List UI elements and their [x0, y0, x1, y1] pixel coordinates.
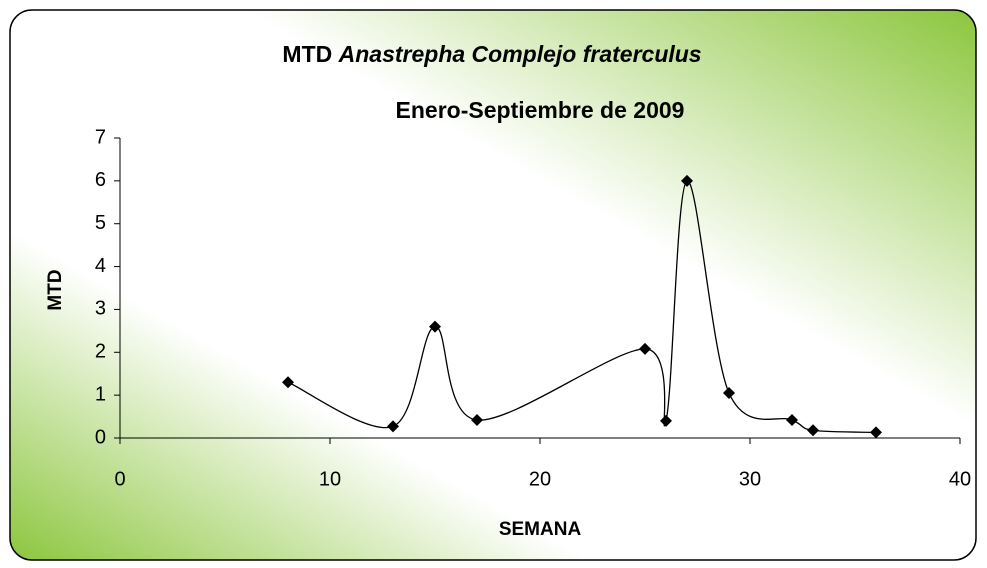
- y-tick-label: 3: [95, 298, 106, 320]
- x-axis-label: SEMANA: [499, 519, 582, 540]
- chart-background: [9, 9, 977, 561]
- point-marker: [282, 376, 294, 389]
- y-tick-label: 4: [95, 255, 106, 277]
- y-tick-label: 5: [95, 212, 106, 234]
- title-plain: MTD: [282, 41, 332, 67]
- x-tick-label: 40: [949, 468, 971, 490]
- x-tick-label: 20: [529, 468, 551, 490]
- point-marker: [786, 414, 798, 426]
- point-marker: [870, 426, 882, 439]
- point-marker: [723, 387, 735, 399]
- y-tick-label: 1: [95, 383, 106, 405]
- y-tick-label: 0: [95, 426, 106, 448]
- y-tick-label: 6: [95, 169, 106, 191]
- x-tick-label: 30: [739, 468, 761, 490]
- point-marker: [639, 342, 651, 355]
- point-marker: [807, 424, 819, 437]
- title-italic: Anastrepha Complejo fraterculus: [338, 41, 702, 67]
- point-marker: [660, 414, 672, 427]
- y-tick-label: 7: [95, 126, 106, 148]
- point-marker: [429, 320, 441, 333]
- x-tick-label: 0: [114, 468, 125, 490]
- x-tick-label: 10: [319, 468, 341, 490]
- y-tick-label: 2: [95, 341, 106, 363]
- point-marker: [681, 174, 693, 187]
- chart-subtitle: Enero-Septiembre de 2009: [396, 97, 685, 123]
- chart-title: MTD Anastrepha Complejo fraterculus: [282, 41, 701, 67]
- point-marker: [471, 414, 483, 426]
- point-marker: [387, 420, 399, 433]
- y-axis-label: MTD: [45, 269, 66, 310]
